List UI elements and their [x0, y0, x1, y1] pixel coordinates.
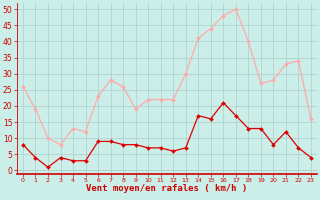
X-axis label: Vent moyen/en rafales ( km/h ): Vent moyen/en rafales ( km/h ): [86, 184, 248, 193]
